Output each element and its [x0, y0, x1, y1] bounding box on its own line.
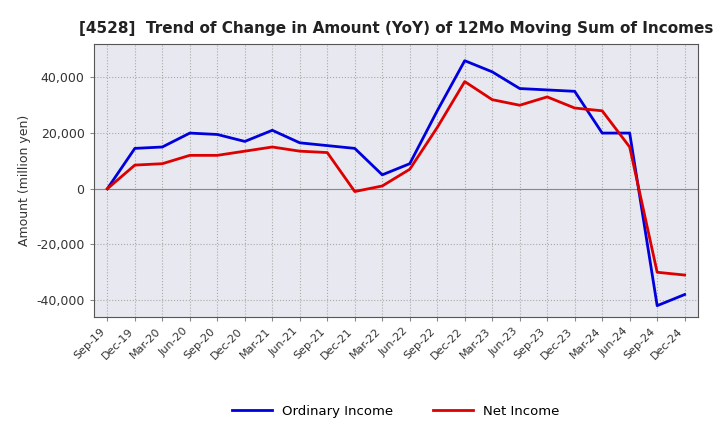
Ordinary Income: [351, 146, 359, 151]
Ordinary Income: [268, 128, 276, 133]
Net Income: [405, 167, 414, 172]
Ordinary Income: [598, 130, 606, 136]
Ordinary Income: [653, 303, 662, 308]
Ordinary Income: [240, 139, 249, 144]
Title: [4528]  Trend of Change in Amount (YoY) of 12Mo Moving Sum of Incomes: [4528] Trend of Change in Amount (YoY) o…: [78, 21, 714, 36]
Ordinary Income: [378, 172, 387, 177]
Y-axis label: Amount (million yen): Amount (million yen): [18, 115, 31, 246]
Ordinary Income: [186, 130, 194, 136]
Ordinary Income: [680, 292, 689, 297]
Net Income: [323, 150, 332, 155]
Ordinary Income: [626, 130, 634, 136]
Net Income: [598, 108, 606, 114]
Net Income: [158, 161, 166, 166]
Net Income: [516, 103, 524, 108]
Ordinary Income: [570, 89, 579, 94]
Net Income: [351, 189, 359, 194]
Net Income: [543, 94, 552, 99]
Net Income: [680, 272, 689, 278]
Ordinary Income: [488, 69, 497, 74]
Net Income: [626, 144, 634, 150]
Net Income: [378, 183, 387, 189]
Line: Net Income: Net Income: [107, 81, 685, 275]
Net Income: [240, 149, 249, 154]
Ordinary Income: [460, 58, 469, 63]
Ordinary Income: [295, 140, 304, 146]
Ordinary Income: [405, 161, 414, 166]
Net Income: [268, 144, 276, 150]
Net Income: [653, 270, 662, 275]
Line: Ordinary Income: Ordinary Income: [107, 61, 685, 306]
Net Income: [103, 186, 112, 191]
Net Income: [460, 79, 469, 84]
Ordinary Income: [433, 108, 441, 114]
Net Income: [213, 153, 222, 158]
Legend: Ordinary Income, Net Income: Ordinary Income, Net Income: [227, 400, 565, 423]
Ordinary Income: [130, 146, 139, 151]
Net Income: [488, 97, 497, 103]
Net Income: [186, 153, 194, 158]
Ordinary Income: [543, 87, 552, 92]
Ordinary Income: [323, 143, 332, 148]
Ordinary Income: [158, 144, 166, 150]
Ordinary Income: [516, 86, 524, 91]
Ordinary Income: [103, 186, 112, 191]
Net Income: [433, 125, 441, 130]
Net Income: [570, 106, 579, 111]
Ordinary Income: [213, 132, 222, 137]
Net Income: [130, 162, 139, 168]
Net Income: [295, 149, 304, 154]
